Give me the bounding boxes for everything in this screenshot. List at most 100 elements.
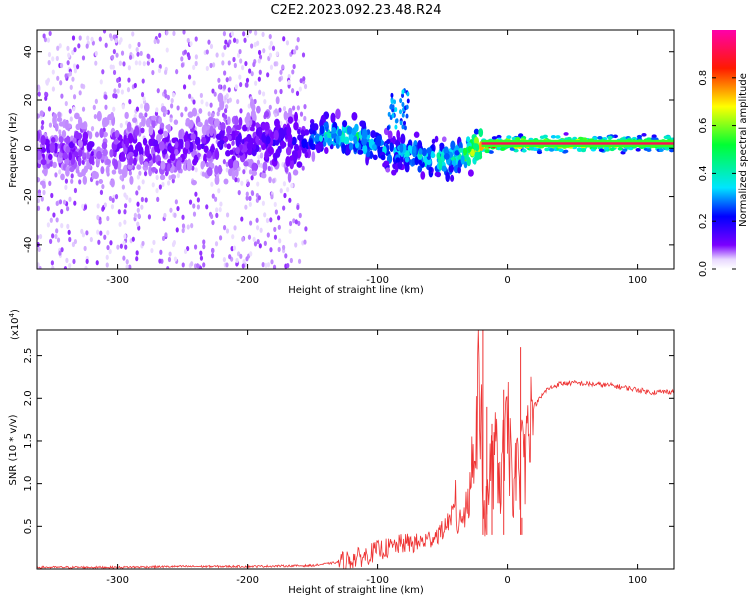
spectrogram-cell (658, 148, 664, 153)
spectrogram-cell (223, 178, 229, 185)
spectrogram-speckle (90, 36, 94, 42)
spectrogram-cell (225, 150, 231, 157)
spectrogram-speckle (263, 240, 267, 246)
snr-xtick-label: -200 (236, 575, 259, 586)
spectrogram-speckle (274, 209, 278, 215)
spectrogram-cell (166, 163, 171, 172)
spectrogram-speckle (196, 263, 200, 269)
spectrogram-speckle (294, 242, 298, 248)
spectrogram-cell (226, 125, 232, 135)
spectrogram-streak (393, 99, 397, 105)
spectrogram-cell (418, 148, 423, 155)
spectrogram-cell (139, 154, 144, 165)
spectrogram-cell (150, 166, 157, 173)
spectrogram-cell (105, 158, 112, 165)
spectrogram-cell (357, 149, 364, 155)
spectrogram-speckle (72, 258, 76, 265)
spectrogram-cell (598, 148, 605, 153)
spectrogram-cell (636, 134, 643, 139)
spectrogram-cell (372, 154, 378, 161)
spectrogram-speckle (51, 56, 55, 62)
spectrogram-cell (145, 118, 151, 128)
spectrogram-speckle (233, 225, 237, 231)
spectrogram-speckle (222, 159, 226, 165)
spectrogram-cell (665, 135, 671, 140)
spectrogram-speckle (223, 44, 227, 50)
spectrogram-cell (580, 148, 587, 152)
spectrogram-speckle (225, 228, 230, 234)
spectrogram-cell (287, 116, 294, 124)
spectrogram-speckle (273, 234, 278, 240)
spectrogram-cell (188, 141, 194, 153)
spectrogram-cell (300, 129, 305, 136)
spectrogram-speckle (73, 47, 77, 53)
spectrogram-speckle (211, 88, 215, 94)
spectrogram-cell (49, 142, 56, 154)
spectrogram-speckle (134, 60, 138, 66)
spectrogram-speckle (286, 187, 290, 193)
snr-ytick-label: 1.5 (23, 433, 34, 449)
spectrogram-cell (96, 110, 102, 122)
spectrogram-speckle (112, 34, 116, 40)
spectrogram-cell (194, 136, 201, 146)
spectrogram-speckle (127, 65, 131, 71)
spectrogram-speckle (194, 191, 198, 197)
spectrogram-speckle (109, 240, 113, 246)
spectrogram-cell (641, 133, 647, 137)
spectrogram-speckle (256, 239, 260, 245)
spectrogram-xtick-label: -100 (366, 275, 389, 286)
spectrogram-speckle (257, 76, 261, 82)
spectrogram-speckle (289, 257, 293, 264)
snr-ylabel: SNR (10 * v/v) (8, 414, 19, 485)
spectrogram-speckle (49, 238, 53, 244)
spectrogram-cell (105, 165, 110, 175)
spectrogram-speckle (144, 112, 148, 118)
spectrogram-cell (193, 154, 199, 164)
spectrogram-speckle (93, 113, 97, 120)
spectrogram-cell (417, 139, 423, 151)
spectrogram-speckle (109, 64, 113, 70)
spectrogram-cell (387, 130, 393, 140)
spectrogram-speckle (240, 180, 244, 186)
spectrogram-cell (354, 123, 359, 133)
spectrogram-cell (57, 111, 62, 118)
spectrogram-speckle (296, 204, 300, 211)
spectrogram-cell (174, 141, 179, 149)
spectrogram-speckle (120, 50, 125, 56)
spectrogram-cell (87, 141, 93, 152)
colorbar-label: Normalized spectral amplitude (738, 73, 749, 227)
spectrogram-speckle (199, 255, 204, 261)
spectrogram-speckle (221, 60, 225, 66)
spectrogram-cell (184, 140, 190, 150)
spectrogram-cell (359, 120, 365, 127)
colorbar-gradient (712, 30, 736, 269)
spectrogram-cell (394, 140, 400, 147)
spectrogram-speckle (102, 30, 107, 34)
spectrogram-speckle (164, 69, 168, 75)
spectrogram-speckle (274, 108, 278, 114)
colorbar-tick-label: 0.6 (698, 118, 709, 134)
spectrogram-speckle (50, 192, 54, 199)
spectrogram-speckle (199, 92, 203, 99)
spectrogram-speckle (105, 262, 109, 268)
spectrogram-cell (283, 110, 288, 121)
spectrogram-cell (311, 151, 316, 163)
spectrogram-cell (607, 135, 613, 140)
spectrogram-cell (362, 144, 368, 155)
spectrogram-speckle (104, 104, 108, 110)
spectrogram-speckle (247, 234, 252, 240)
spectrogram-speckle (46, 37, 51, 43)
spectrogram-cell (175, 160, 182, 171)
spectrogram-speckle (37, 84, 41, 90)
spectrogram-speckle (270, 259, 274, 265)
spectrogram-speckle (184, 106, 188, 112)
spectrogram-speckle (254, 30, 258, 36)
spectrogram-speckle (290, 182, 294, 189)
spectrogram-cell (550, 134, 557, 139)
spectrogram-cell (441, 136, 447, 143)
spectrogram-cell (377, 145, 382, 155)
spectrogram-speckle (217, 77, 221, 83)
spectrogram-speckle (170, 103, 174, 109)
spectrogram-speckle (228, 39, 232, 45)
spectrogram-cell (148, 161, 153, 167)
